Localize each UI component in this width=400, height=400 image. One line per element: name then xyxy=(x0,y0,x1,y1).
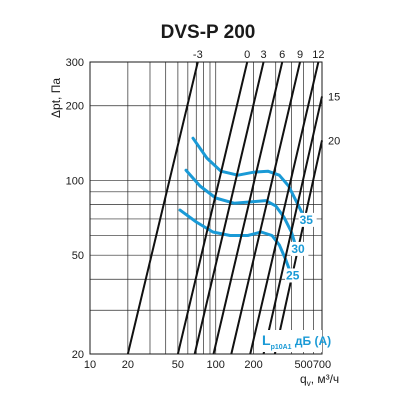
sound-curve-35 xyxy=(191,136,306,218)
sound-label-35: 35 xyxy=(300,213,314,227)
setting-line-15 xyxy=(262,96,323,355)
sound-curve-25 xyxy=(178,208,292,273)
y-tick-100: 100 xyxy=(66,175,84,187)
x-tick-50: 50 xyxy=(172,359,184,371)
setting-label-9: 9 xyxy=(297,49,303,61)
y-tick-200: 200 xyxy=(66,101,84,113)
labels: 35 30 25 -3 0 3 6 9 12 15 20 xyxy=(193,49,340,283)
sound-label-bg-25 xyxy=(285,268,304,283)
y-tick-300: 300 xyxy=(66,57,84,69)
y-tick-50: 50 xyxy=(72,250,84,262)
sound-unit-l: L xyxy=(262,332,271,348)
x-axis-sub: v xyxy=(307,379,311,388)
setting-label-12: 12 xyxy=(312,49,324,61)
x-axis-q: q xyxy=(300,372,307,386)
setting-line-6 xyxy=(212,61,284,355)
sound-label-30: 30 xyxy=(291,242,305,256)
setting-label-6: 6 xyxy=(279,49,285,61)
x-tick-100: 100 xyxy=(207,359,225,371)
y-tick-20: 20 xyxy=(72,349,84,361)
setting-line-12 xyxy=(249,61,320,355)
x-tick-500: 500 xyxy=(294,359,312,371)
setting-line--3 xyxy=(126,61,199,355)
x-axis-label: qv, м³/ч xyxy=(300,372,339,388)
sound-unit-label: Lp10A1 дБ (А) xyxy=(262,332,331,351)
plot-frame xyxy=(89,61,323,355)
setting-label-0: 0 xyxy=(244,49,250,61)
setting-line-9 xyxy=(230,61,301,355)
setting-line-3 xyxy=(193,61,265,355)
setting-label-3: 3 xyxy=(260,49,266,61)
setting-label-20: 20 xyxy=(328,135,340,147)
x-tick-20: 20 xyxy=(122,359,134,371)
sound-unit-sub: p10A1 xyxy=(271,344,292,351)
setting-label-15: 15 xyxy=(328,91,340,103)
y-axis-label: Δpt, Па xyxy=(49,78,63,118)
sound-label-25: 25 xyxy=(286,268,300,282)
y-ticks: 20 50 100 200 300 xyxy=(66,57,84,361)
sound-label-bg-30 xyxy=(290,241,309,256)
x-tick-10: 10 xyxy=(84,359,96,371)
sound-unit-text: дБ (А) xyxy=(292,334,332,348)
x-ticks: 10 20 50 100 200 500 700 xyxy=(84,359,331,371)
setting-label--3: -3 xyxy=(193,49,203,61)
x-axis-unit: , м³/ч xyxy=(311,372,340,386)
x-tick-700: 700 xyxy=(313,359,331,371)
sound-unit-box xyxy=(258,330,322,352)
sound-curves xyxy=(178,136,306,273)
sound-label-bg-35 xyxy=(298,212,317,227)
setting-line-0 xyxy=(176,61,249,355)
setting-lines xyxy=(126,61,323,355)
chart-title: DVS-P 200 xyxy=(161,22,256,43)
sound-curve-30 xyxy=(184,168,297,247)
x-tick-200: 200 xyxy=(244,359,262,371)
